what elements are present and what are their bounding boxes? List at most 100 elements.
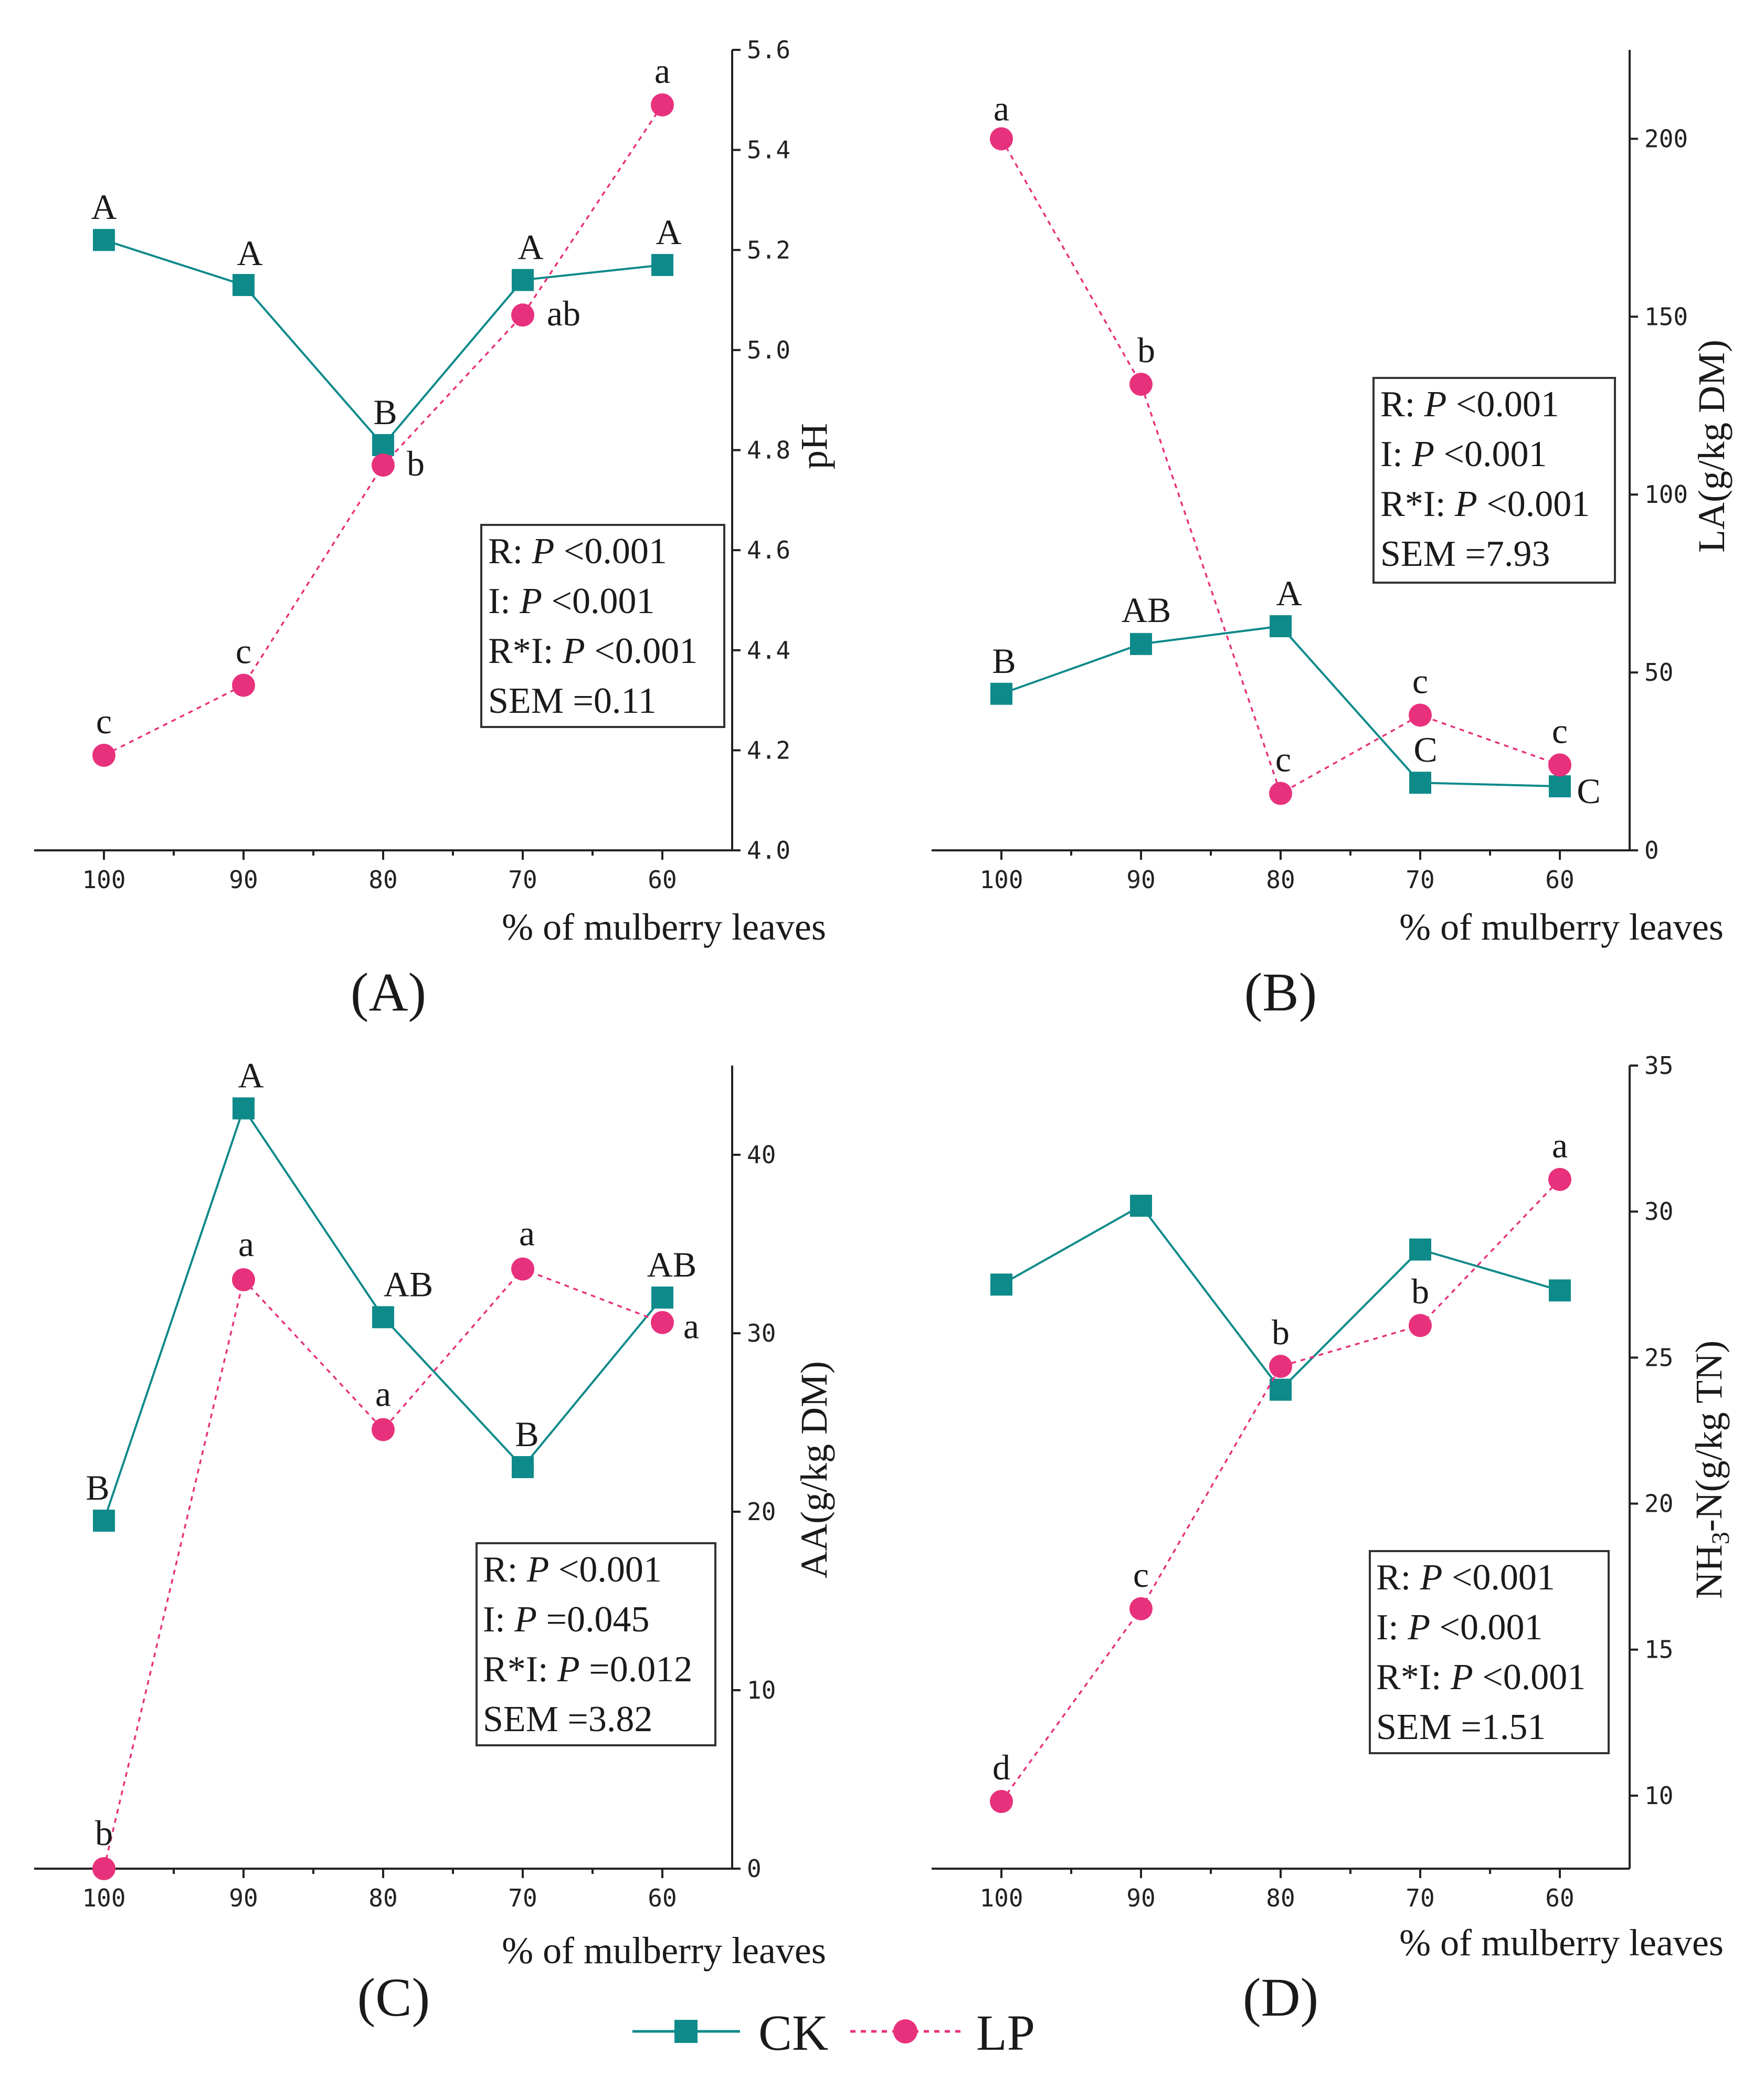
- panel-d-ck-point: [1549, 1279, 1571, 1302]
- panel-a-stats-sem: SEM =0.11: [488, 681, 657, 721]
- panel-d-ytick-label: 20: [1644, 1490, 1673, 1518]
- panel-a-ck-letter: A: [517, 227, 543, 267]
- panel-c-ck-point: [651, 1287, 673, 1309]
- panel-d-lp-point: [1409, 1314, 1432, 1337]
- panel-d-ck-point: [1270, 1378, 1292, 1401]
- panel-a-ytick-label: 5.2: [747, 236, 790, 264]
- panel-c-ck-letter: A: [238, 1056, 263, 1095]
- panel-b-stats-box: R: P <0.001 I: P <0.001 R*I: P <0.001 SE…: [1372, 377, 1616, 584]
- panel-d-stats-r: R: P <0.001: [1376, 1557, 1555, 1598]
- panel-d-xtick-label: 60: [1545, 1884, 1574, 1912]
- panel-a-lp-point: [232, 673, 255, 697]
- panel-d-lp-letter: c: [1133, 1555, 1149, 1595]
- legend-lp-marker: [893, 2019, 917, 2043]
- panel-b-ck-point: [1270, 615, 1292, 637]
- panel-d-xtick-label: 70: [1406, 1884, 1434, 1912]
- panel-a-ck-point: [233, 273, 255, 296]
- panel-b-ytick-label: 0: [1644, 836, 1659, 865]
- panel-b-ck-letter: C: [1577, 771, 1600, 811]
- panel-a-stats-r: R: P <0.001: [488, 531, 667, 572]
- legend-ck-marker: [674, 2020, 698, 2043]
- panel-a-lp-letter: b: [407, 444, 425, 483]
- panel-c-ck-point: [372, 1306, 394, 1329]
- panel-b-stats-sem: SEM =7.93: [1380, 534, 1550, 574]
- panel-b-ck-letter: B: [992, 641, 1016, 681]
- panel-c-xtick-label: 60: [648, 1884, 677, 1912]
- panel-c-stats-i: I: P =0.045: [483, 1599, 650, 1640]
- panel-d-ck-point: [1409, 1238, 1431, 1261]
- panel-b-lp-point: [1548, 753, 1571, 777]
- panel-a-ck-letter: A: [91, 187, 117, 227]
- panel-c-ck-point: [512, 1456, 534, 1478]
- panel-a-chart: % of mulberry leaves pH (A) R: P <0.001 …: [34, 36, 835, 1023]
- panel-d-stats-i: I: P <0.001: [1376, 1607, 1543, 1648]
- panel-b-ytick-label: 200: [1644, 124, 1688, 153]
- panel-a-ytick-label: 5.6: [747, 36, 790, 64]
- panel-b-ck-letter: A: [1276, 573, 1302, 613]
- panel-d-ytick-label: 15: [1644, 1636, 1673, 1664]
- panel-a-ck-point: [512, 269, 534, 291]
- panel-c-lp-point: [232, 1268, 255, 1291]
- panel-c-xtick-label: 100: [82, 1884, 125, 1912]
- panel-d-stats-ri: R*I: P <0.001: [1376, 1657, 1586, 1698]
- panel-b-stats-r: R: P <0.001: [1380, 384, 1559, 425]
- panel-c-lp-point: [372, 1418, 395, 1441]
- panel-c-lp-letter: a: [238, 1224, 254, 1264]
- panel-d-ck-point: [990, 1273, 1012, 1296]
- panel-d-ytick-label: 25: [1644, 1343, 1673, 1372]
- panel-a-lp-point: [511, 303, 534, 327]
- panel-c-ck-letter: AB: [384, 1264, 433, 1304]
- panel-d-lp-letter: d: [992, 1747, 1010, 1787]
- panel-a-label: (A): [351, 962, 426, 1023]
- panel-d-xlabel: % of mulberry leaves: [1399, 1922, 1724, 1964]
- panel-d-label: (D): [1243, 1967, 1318, 2028]
- panel-c-lp-point: [92, 1857, 115, 1880]
- panel-b-stats-ri: R*I: P <0.001: [1380, 484, 1590, 524]
- panel-b-ck-letter: AB: [1122, 590, 1171, 630]
- panel-b-lp-letter: c: [1552, 711, 1568, 751]
- panel-d-lp-point: [1129, 1597, 1153, 1620]
- panel-c-ytick-label: 10: [747, 1676, 776, 1704]
- panel-a-lp-letter: c: [236, 631, 251, 671]
- panel-b-xtick-label: 90: [1126, 866, 1155, 894]
- panel-a-lp-letter: a: [654, 51, 670, 91]
- panel-c-stats-box: R: P <0.001 I: P =0.045 R*I: P =0.012 SE…: [476, 1542, 716, 1746]
- panel-b-ytick-label: 150: [1644, 302, 1688, 331]
- panel-c-ytick-label: 40: [747, 1141, 776, 1169]
- panel-a-xtick-label: 100: [82, 866, 125, 894]
- panel-b-ytick-label: 100: [1644, 480, 1688, 509]
- panel-b-lp-point: [1409, 703, 1432, 727]
- panel-b-ck-point: [1130, 633, 1152, 655]
- panel-d-stats-box: R: P <0.001 I: P <0.001 R*I: P <0.001 SE…: [1369, 1550, 1610, 1754]
- panel-c-lp-letter: a: [519, 1214, 535, 1253]
- panel-a-lp-letter: ab: [547, 293, 580, 333]
- panel-a-ytick-label: 4.0: [747, 836, 790, 865]
- panel-c-ck-letter: AB: [647, 1245, 696, 1284]
- panel-c-xtick-label: 80: [368, 1884, 397, 1912]
- panel-c-stats-ri: R*I: P =0.012: [483, 1649, 692, 1690]
- panel-d-lp-letter: b: [1272, 1312, 1290, 1352]
- panel-d-lp-letter: b: [1411, 1271, 1429, 1311]
- panel-a-ytick-label: 5.4: [747, 136, 790, 164]
- panel-b-ck-point: [1409, 772, 1431, 794]
- panel-c-ck-point: [93, 1510, 115, 1532]
- panel-d-ytick-label: 10: [1644, 1782, 1673, 1810]
- panel-d-lp-point: [1269, 1355, 1292, 1378]
- panel-d-stats-sem: SEM =1.51: [1376, 1707, 1546, 1747]
- panel-b-ck-letter: C: [1413, 730, 1437, 770]
- panel-a-lp-point: [651, 93, 674, 117]
- panel-b-lp-point: [990, 127, 1013, 151]
- panel-c-stats-sem: SEM =3.82: [483, 1699, 652, 1740]
- panel-d-xtick-label: 80: [1266, 1884, 1295, 1912]
- panel-b-xtick-label: 80: [1266, 866, 1295, 894]
- panel-a-xtick-label: 90: [229, 866, 258, 894]
- panel-d-lp-letter: a: [1552, 1125, 1568, 1165]
- panel-b-label: (B): [1244, 962, 1317, 1023]
- legend-lp-label: LP: [976, 2005, 1035, 2061]
- panel-c-chart: % of mulberry leaves AA(g/kg DM) (C) R: …: [34, 1056, 835, 2028]
- panel-a-ytick-label: 4.6: [747, 536, 790, 564]
- panel-d-ytick-label: 35: [1644, 1051, 1673, 1080]
- panel-a-stats-box: R: P <0.001 I: P <0.001 R*I: P <0.001 SE…: [480, 524, 725, 728]
- panel-b-chart: % of mulberry leaves LA(g/kg DM) (B) R: …: [932, 50, 1733, 1023]
- panel-a-ck-letter: A: [237, 233, 262, 273]
